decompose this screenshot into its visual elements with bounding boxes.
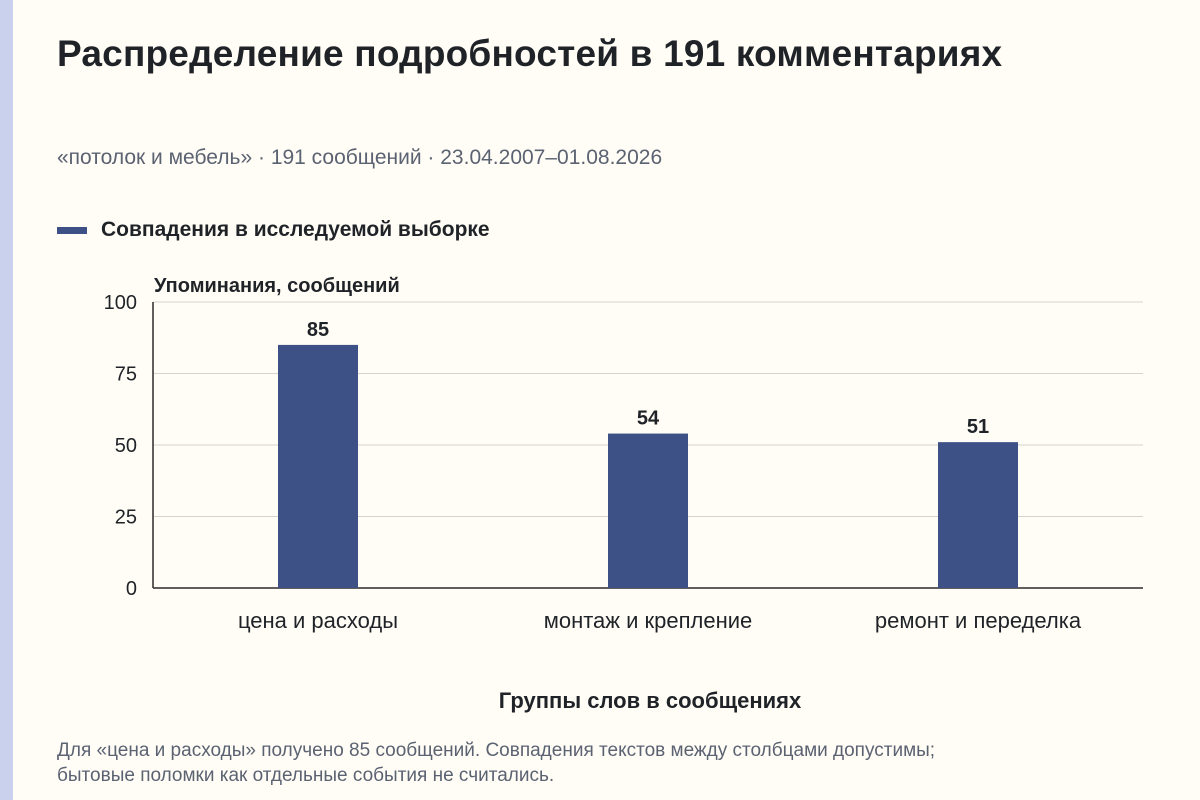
y-tick-label: 75 [115, 364, 137, 386]
bar [938, 442, 1018, 588]
legend: Совпадения в исследуемой выборке [57, 218, 490, 242]
bars [278, 344, 1018, 588]
x-tick-label: ремонт и переделка [875, 608, 1082, 633]
y-tick-label: 0 [126, 578, 137, 600]
bar-value-label: 85 [307, 319, 329, 341]
x-axis-title: Группы слов в сообщениях [499, 688, 802, 713]
x-tick-label: цена и расходы [238, 608, 398, 633]
chart-subtitle: «потолок и мебель» · 191 сообщений · 23.… [57, 146, 663, 169]
footnote: Для «цена и расходы» получено 85 сообщен… [57, 740, 936, 786]
legend-swatch [57, 226, 87, 234]
labels: 0 25 50 75 100 Упоминания, сообщений Группы сл… [104, 275, 1082, 713]
y-tick-label: 50 [115, 435, 137, 457]
y-axis-title: Упоминания, сообщений [154, 275, 400, 297]
y-tick-label: 100 [104, 292, 137, 314]
y-tick-label: 25 [115, 507, 137, 529]
x-tick-label: монтаж и крепление [544, 608, 753, 633]
chart-title: Распределение подробностей в 191 коммент… [57, 33, 1003, 74]
bar-value-label: 54 [637, 408, 660, 430]
bar-value-label: 51 [967, 416, 989, 438]
left-accent-strip [0, 0, 13, 800]
legend-label: Совпадения в исследуемой выборке [101, 218, 490, 241]
bar [608, 433, 688, 588]
bar [278, 344, 358, 588]
